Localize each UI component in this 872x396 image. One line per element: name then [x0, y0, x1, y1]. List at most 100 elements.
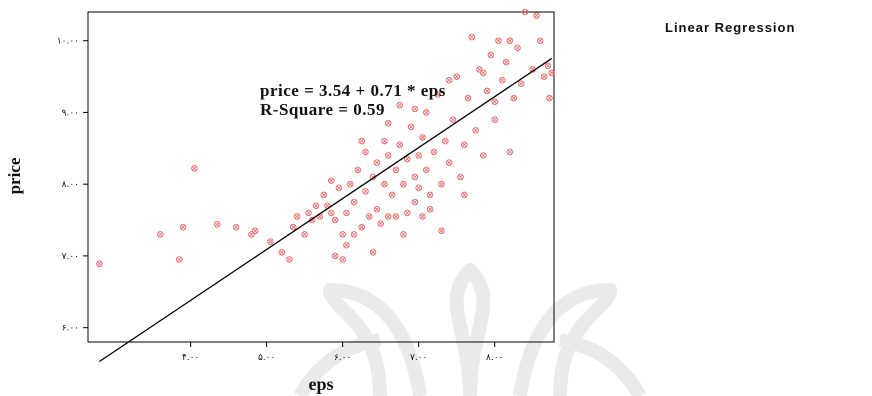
data-point [305, 209, 312, 217]
data-point [343, 209, 350, 217]
data-point [426, 206, 434, 213]
data-point [339, 256, 346, 263]
data-point [251, 227, 259, 235]
data-point [415, 184, 422, 192]
data-point [381, 180, 388, 188]
data-point [350, 198, 358, 206]
data-point [411, 198, 419, 206]
data-point [438, 227, 445, 235]
data-point [350, 231, 358, 238]
data-point [546, 94, 553, 102]
data-point [506, 37, 514, 44]
data-point [423, 166, 430, 174]
data-point [347, 180, 354, 188]
data-point [312, 202, 320, 209]
y-axis-label: price [5, 157, 24, 194]
r-square-label: R-Square = 0.59 [260, 100, 385, 119]
data-point [411, 105, 419, 113]
data-point [434, 91, 441, 98]
data-point [499, 76, 506, 84]
data-point [453, 73, 460, 80]
data-point [354, 166, 362, 174]
data-point [419, 213, 426, 220]
data-point [430, 148, 438, 156]
data-point [480, 69, 487, 77]
data-point [487, 51, 495, 59]
data-point [468, 33, 476, 41]
data-point [278, 249, 286, 256]
data-point [461, 191, 468, 199]
data-point [404, 155, 411, 163]
data-point [438, 180, 445, 188]
y-tick-label: ۶.۰۰ [62, 324, 79, 334]
data-point [392, 213, 400, 220]
data-point [400, 180, 407, 188]
data-point [400, 231, 407, 238]
data-point [293, 213, 301, 220]
x-axis-label: eps [308, 374, 333, 394]
data-point [373, 206, 381, 213]
data-point [548, 69, 555, 77]
data-point [373, 159, 381, 166]
data-point [331, 252, 339, 260]
data-point [491, 116, 498, 123]
data-point [385, 213, 392, 220]
data-point [232, 223, 240, 231]
data-point [156, 231, 164, 238]
data-point [381, 137, 388, 145]
data-point [480, 152, 487, 159]
data-point [442, 137, 449, 145]
regression-equation: price = 3.54 + 0.71 * eps [260, 81, 446, 100]
data-point [213, 221, 221, 228]
data-point [366, 213, 373, 220]
data-point [267, 238, 274, 245]
data-point [483, 87, 491, 95]
data-point [533, 12, 540, 19]
data-point [385, 119, 392, 127]
data-point [457, 173, 464, 181]
data-point [502, 58, 510, 66]
data-point [343, 241, 350, 249]
data-point [404, 209, 411, 217]
data-point [175, 256, 183, 263]
data-point [491, 98, 498, 105]
data-point [335, 184, 343, 192]
x-tick-label: ۷.۰۰ [410, 353, 427, 363]
data-point [362, 148, 369, 156]
data-point [339, 231, 346, 238]
data-point [362, 188, 369, 195]
data-point [385, 152, 392, 159]
y-tick-label: ۸.۰۰ [62, 180, 79, 190]
data-point [320, 191, 327, 199]
regression-line [99, 57, 553, 363]
data-point [328, 177, 335, 184]
data-point [449, 116, 457, 123]
data-point [331, 216, 339, 224]
x-tick-label: ۵.۰۰ [258, 353, 275, 363]
data-point [191, 165, 198, 172]
data-point [544, 62, 552, 70]
data-point [506, 148, 514, 156]
data-point [510, 94, 517, 102]
data-point [286, 256, 293, 263]
data-point [476, 66, 483, 73]
data-point [392, 166, 400, 174]
x-tick-label: ۶.۰۰ [334, 353, 351, 363]
data-point [423, 109, 430, 116]
data-point [419, 134, 426, 141]
data-point [407, 123, 415, 131]
data-point [426, 191, 434, 199]
data-point [445, 159, 453, 166]
y-tick-label: ۷.۰۰ [62, 252, 79, 262]
data-point [396, 102, 403, 109]
data-point [521, 8, 529, 16]
data-point [472, 127, 479, 134]
data-point [369, 249, 377, 256]
data-point [358, 137, 365, 145]
data-point [358, 223, 365, 231]
y-tick-label: ۹.۰۰ [62, 108, 79, 118]
y-tick-label: ۱۰.۰۰ [57, 37, 79, 47]
data-point [495, 37, 502, 44]
data-point [411, 173, 419, 181]
data-point [301, 231, 308, 238]
